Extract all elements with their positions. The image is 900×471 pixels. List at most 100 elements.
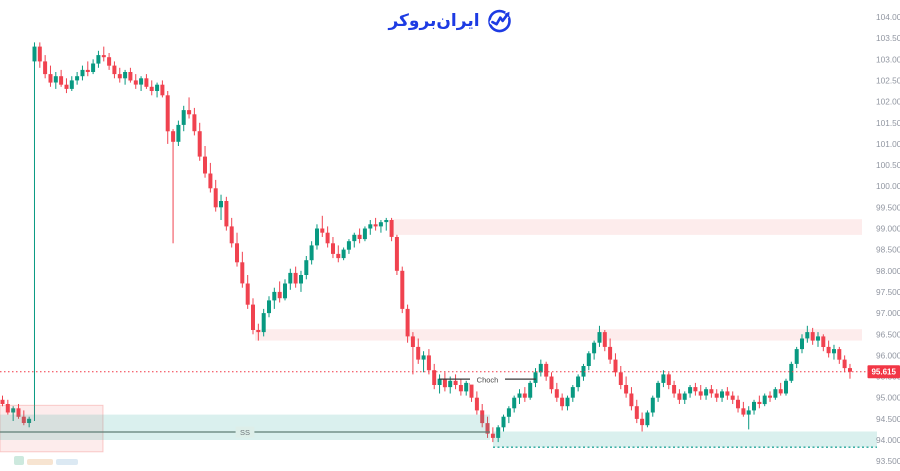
- candle-body: [437, 378, 442, 385]
- price-axis-label: 102.500: [876, 75, 900, 85]
- faint-partial-logo-watermark: [14, 456, 78, 465]
- annotation-label-choch: Choch: [477, 375, 499, 384]
- candle-body: [400, 270, 405, 309]
- candle-body: [789, 363, 794, 381]
- candle-body: [810, 332, 815, 341]
- candle-body: [640, 418, 645, 426]
- candle-body: [837, 349, 842, 360]
- price-axis-label: 97.000: [876, 308, 900, 318]
- candle-body: [549, 376, 554, 390]
- candle-body: [101, 55, 106, 58]
- candle-body: [608, 346, 613, 360]
- candle-body: [309, 245, 314, 261]
- price-axis-label: 104.000: [876, 12, 900, 22]
- candle-body: [746, 410, 751, 415]
- candle-body: [123, 72, 128, 79]
- candle-body: [757, 401, 762, 404]
- candle-body: [586, 353, 591, 366]
- candle-body: [373, 224, 378, 227]
- candle-body: [96, 55, 101, 64]
- demand-zone-left[interactable]: [0, 404, 104, 453]
- candle-body: [826, 346, 831, 354]
- candle-body: [544, 363, 549, 377]
- candle-body: [805, 332, 810, 339]
- candle-body: [512, 397, 517, 409]
- candle-body: [75, 76, 80, 81]
- candle-body: [53, 76, 58, 83]
- supply-zone-mid[interactable]: [255, 329, 862, 341]
- candle-body: [517, 393, 522, 398]
- candle-body: [5, 404, 10, 413]
- candle-body: [133, 80, 138, 85]
- candle-body: [453, 380, 458, 385]
- candle-body: [848, 368, 852, 372]
- annotation-chip-choch: [470, 373, 505, 385]
- candle-body: [320, 228, 325, 233]
- candle-body: [208, 173, 213, 189]
- candle-body: [235, 243, 239, 263]
- last-price-value: 95.615: [871, 368, 896, 377]
- candle-body: [581, 366, 586, 377]
- last-price-tag: [867, 365, 900, 379]
- candle-body: [629, 393, 634, 407]
- candle-body: [346, 241, 351, 250]
- price-axis-label: 98.000: [876, 266, 900, 276]
- candle-body: [821, 336, 826, 347]
- candle-body: [464, 382, 469, 392]
- price-axis-label: 95.000: [876, 393, 900, 403]
- candle-body: [155, 84, 160, 91]
- price-axis-label: 94.500: [876, 414, 900, 424]
- candle-body: [778, 389, 783, 394]
- candle-body: [736, 399, 740, 409]
- candle-body: [80, 69, 85, 77]
- candle-body: [368, 224, 373, 229]
- candle-body: [331, 243, 335, 254]
- candle-body: [304, 260, 309, 275]
- candle-body: [21, 416, 26, 423]
- brand-header: ایران‌بروکر: [0, 8, 900, 33]
- candle-body: [800, 338, 804, 350]
- candle-body: [203, 156, 207, 174]
- candle-body: [352, 234, 357, 242]
- candle-body: [768, 395, 772, 398]
- supply-zone-upper[interactable]: [392, 219, 862, 235]
- candle-body: [693, 387, 698, 392]
- candle-body: [496, 427, 501, 438]
- candle-body: [448, 380, 453, 388]
- candle-body: [160, 84, 165, 96]
- demand-zone-b[interactable]: [493, 431, 877, 448]
- candle-body: [565, 397, 570, 407]
- candle-body: [752, 401, 756, 411]
- candle-body: [688, 387, 693, 394]
- candle-body: [283, 283, 287, 299]
- candle-body: [432, 370, 437, 385]
- price-axis-label: 100.000: [876, 181, 900, 191]
- candle-body: [394, 237, 399, 271]
- candle-body: [85, 69, 90, 72]
- candle-body: [672, 385, 677, 394]
- candle-body: [613, 359, 618, 373]
- candle-body: [458, 385, 463, 392]
- price-axis-label: 98.500: [876, 245, 900, 255]
- price-axis-label: 97.500: [876, 287, 900, 297]
- candle-body: [325, 232, 330, 244]
- candle-body: [112, 65, 117, 75]
- price-axis-label: 101.000: [876, 139, 900, 149]
- price-axis-label: 99.000: [876, 224, 900, 234]
- candle-body: [650, 397, 655, 413]
- candle-body: [426, 355, 431, 371]
- candle-body: [165, 95, 170, 132]
- candle-body: [618, 372, 623, 385]
- candle-body: [69, 80, 74, 89]
- candle-body: [48, 74, 53, 83]
- price-axis-label: 93.500: [876, 456, 900, 466]
- candle-body: [0, 399, 5, 404]
- candle-body: [181, 110, 186, 125]
- candle-body: [192, 114, 197, 132]
- candle-body: [597, 332, 602, 343]
- candle-body: [256, 330, 261, 333]
- candle-body: [91, 63, 96, 72]
- candle-body: [245, 283, 250, 305]
- candle-body: [315, 228, 319, 246]
